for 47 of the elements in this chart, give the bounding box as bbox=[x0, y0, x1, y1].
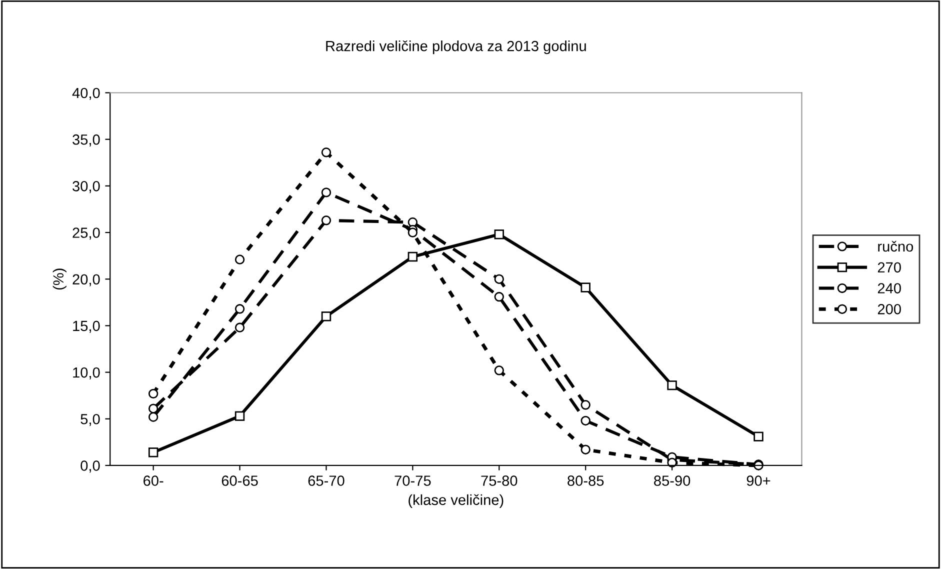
point bbox=[580, 400, 590, 410]
point bbox=[580, 282, 590, 292]
y-tick-label: 35,0 bbox=[72, 134, 100, 146]
y-tick-label: 40,0 bbox=[72, 88, 100, 100]
point bbox=[148, 448, 158, 458]
point bbox=[408, 252, 418, 262]
x-tick-label: 60- bbox=[144, 476, 164, 486]
y-axis-title: (%) bbox=[52, 268, 66, 290]
y-tick-label: 10,0 bbox=[73, 367, 100, 380]
point bbox=[321, 216, 332, 226]
y-tick-label: 20,0 bbox=[72, 274, 100, 286]
point bbox=[321, 312, 332, 322]
point bbox=[234, 411, 245, 421]
point bbox=[580, 416, 590, 426]
x-tick-label: 65-70 bbox=[308, 476, 344, 486]
point bbox=[580, 444, 590, 454]
point bbox=[234, 322, 245, 332]
legend-label: 200 bbox=[878, 304, 901, 314]
x-tick-label: 70-75 bbox=[394, 476, 431, 486]
point bbox=[148, 412, 158, 422]
point bbox=[234, 304, 245, 314]
legend-label: 270 bbox=[878, 262, 901, 273]
chart-title: Razredi veličine plodova za 2013 godinu bbox=[326, 40, 586, 54]
point bbox=[148, 388, 158, 399]
x-axis-title: (klase veličine) bbox=[408, 494, 504, 508]
point bbox=[494, 274, 504, 284]
x-tick-label: 60-65 bbox=[222, 476, 258, 486]
x-tick-label: 85-90 bbox=[654, 476, 690, 486]
point bbox=[494, 230, 504, 240]
point bbox=[321, 148, 332, 158]
y-tick-label: 30,0 bbox=[72, 181, 100, 194]
x-tick-label: 90+ bbox=[746, 476, 770, 486]
legend-label: 240 bbox=[878, 283, 901, 294]
point bbox=[667, 380, 677, 390]
y-tick-label: 15,0 bbox=[73, 320, 100, 333]
y-tick-label: 5,0 bbox=[80, 414, 100, 426]
y-tick-label: 0,0 bbox=[80, 460, 100, 473]
x-tick-label: 80-85 bbox=[568, 476, 604, 486]
point bbox=[494, 366, 504, 376]
legend-label: ručno bbox=[878, 240, 914, 252]
point bbox=[408, 228, 418, 238]
x-tick-label: 75-80 bbox=[481, 476, 518, 486]
point bbox=[494, 292, 504, 302]
y-tick-label: 25,0 bbox=[72, 228, 100, 240]
point bbox=[754, 432, 764, 442]
point bbox=[321, 188, 332, 198]
point bbox=[234, 254, 245, 264]
